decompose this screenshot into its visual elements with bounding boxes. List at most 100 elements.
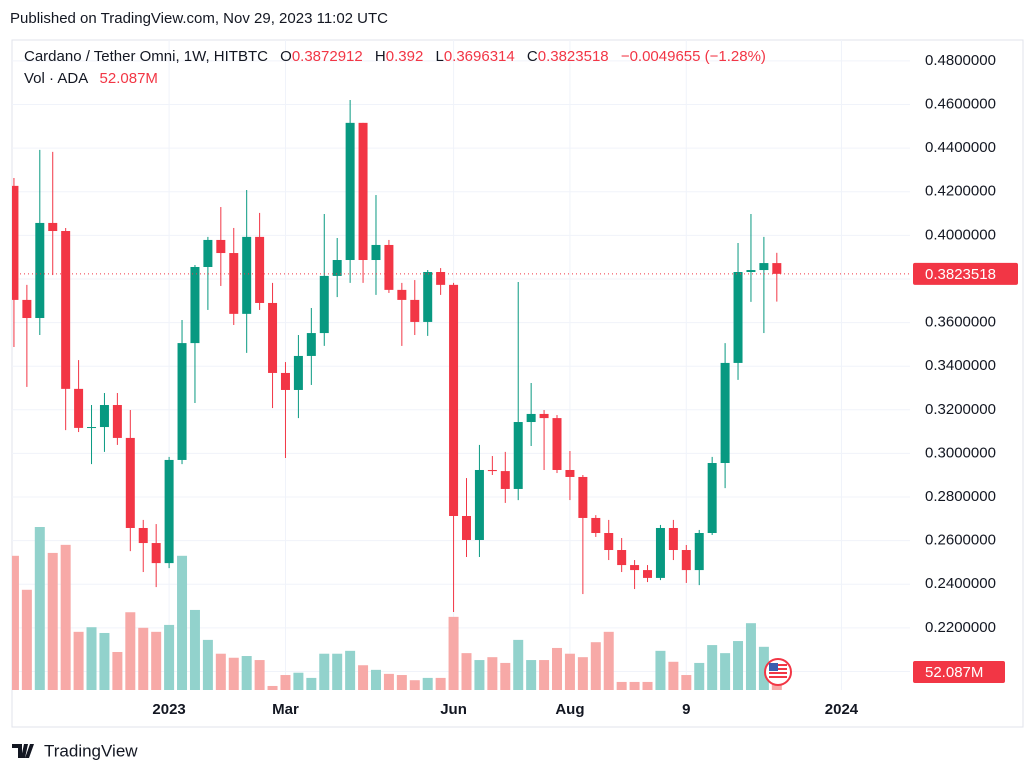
candle-body — [242, 236, 252, 314]
volume-bar — [487, 657, 498, 690]
ohlc-letter: L — [435, 48, 444, 65]
low-value: 0.3696314 — [443, 48, 515, 65]
candle-body — [332, 260, 342, 276]
candle-body — [539, 413, 549, 419]
volume-bar — [539, 660, 550, 690]
volume-badge-label: 52.087M — [925, 664, 983, 681]
candle-body — [229, 253, 239, 314]
x-tick-label: Aug — [555, 701, 584, 718]
symbol: Cardano / Tether Omni, 1W, HITBTC — [24, 48, 268, 65]
open-value: 0.3872912 — [291, 48, 363, 65]
candle-body — [578, 476, 588, 518]
logo: TradingView — [12, 741, 138, 760]
volume-bar — [422, 677, 433, 690]
candle-body — [190, 266, 200, 344]
volume-bar — [707, 645, 718, 690]
candle-body — [668, 527, 678, 551]
candle-body — [74, 388, 84, 428]
candle-body — [500, 471, 510, 489]
volume-bar — [99, 632, 110, 690]
y-tick-label: 0.2600000 — [925, 532, 996, 549]
volume-bar — [332, 653, 343, 690]
volume-bar — [21, 589, 32, 690]
volume-bar — [448, 616, 459, 690]
ohlc-letter: O — [280, 48, 292, 65]
published: Published on TradingView.com, Nov 29, 20… — [10, 10, 389, 27]
volume-badge — [913, 661, 1005, 683]
y-tick-label: 0.3000000 — [925, 444, 996, 461]
volume-bar — [629, 681, 640, 690]
candle-body — [591, 517, 601, 534]
y-tick-label: 0.2200000 — [925, 619, 996, 636]
volume-bar — [758, 646, 769, 690]
candle-body — [384, 244, 394, 290]
volume-bar — [396, 675, 407, 690]
volume-bar — [603, 631, 614, 690]
candle-body — [48, 222, 58, 232]
candle-body — [35, 222, 45, 319]
candle-body — [138, 527, 148, 544]
candle-body — [293, 355, 303, 390]
volume-bar — [409, 680, 420, 690]
candle-body — [358, 122, 368, 261]
candle-body — [449, 284, 459, 516]
candle-body — [630, 565, 640, 571]
volume-bar — [215, 653, 226, 690]
volume-bar — [435, 677, 446, 690]
volume-bar — [12, 555, 19, 690]
candle-body — [125, 437, 135, 528]
candle-body — [565, 469, 575, 477]
volume-bar — [319, 653, 330, 690]
volume-bar — [383, 673, 394, 690]
y-tick-label: 0.4400000 — [925, 139, 996, 156]
chart-frame — [11, 39, 1024, 728]
close-value: 0.3823518 — [537, 48, 609, 65]
volume-bar — [681, 675, 692, 690]
volume-bar — [202, 639, 213, 690]
candle-body — [759, 263, 769, 271]
candle-body — [371, 244, 381, 261]
candle-body — [280, 372, 290, 390]
candle-body — [319, 275, 329, 334]
candle-body — [513, 422, 523, 489]
volume-bar — [668, 661, 679, 690]
candle-body — [164, 459, 174, 564]
grid — [12, 40, 910, 690]
volume-bar — [370, 669, 381, 690]
candle-body — [99, 405, 109, 428]
volume-bar — [60, 544, 71, 690]
x-tick-label: Jun — [440, 701, 467, 718]
legend-row: Cardano / Tether Omni, 1W, HITBTC O0.387… — [24, 48, 766, 65]
volume-bar — [73, 631, 84, 690]
volume-bar — [720, 653, 731, 690]
y-tick-label: 0.3600000 — [925, 314, 996, 331]
candle-body — [526, 413, 536, 423]
candle-body — [655, 527, 665, 578]
volume-bar — [267, 685, 278, 690]
volume-bar — [461, 653, 472, 690]
ohlc-letter: H — [374, 48, 386, 65]
volume-bar — [590, 642, 601, 690]
volume-bar — [655, 650, 666, 690]
y-tick-label: 0.2800000 — [925, 488, 996, 505]
candle-body — [268, 302, 278, 373]
candle-body — [617, 550, 627, 566]
volume-bar — [47, 552, 58, 690]
volume-bar — [616, 681, 627, 690]
candle-body — [61, 231, 71, 389]
volume-bar — [564, 653, 575, 690]
candle-body — [397, 289, 407, 300]
volume-bar — [241, 656, 252, 690]
candle-body — [216, 239, 226, 254]
volume-bar — [86, 627, 97, 690]
y-tick-label: 0.4600000 — [925, 96, 996, 113]
candle-body — [255, 236, 265, 303]
candle-body — [604, 533, 614, 551]
x-tick-label: 2024 — [825, 701, 859, 718]
label-layer: 0.20000000.22000000.24000000.26000000.28… — [12, 52, 1018, 718]
candle-body — [746, 270, 756, 273]
volume-bar — [293, 672, 304, 690]
volume-bar — [733, 641, 744, 690]
candle-layer — [12, 99, 782, 612]
